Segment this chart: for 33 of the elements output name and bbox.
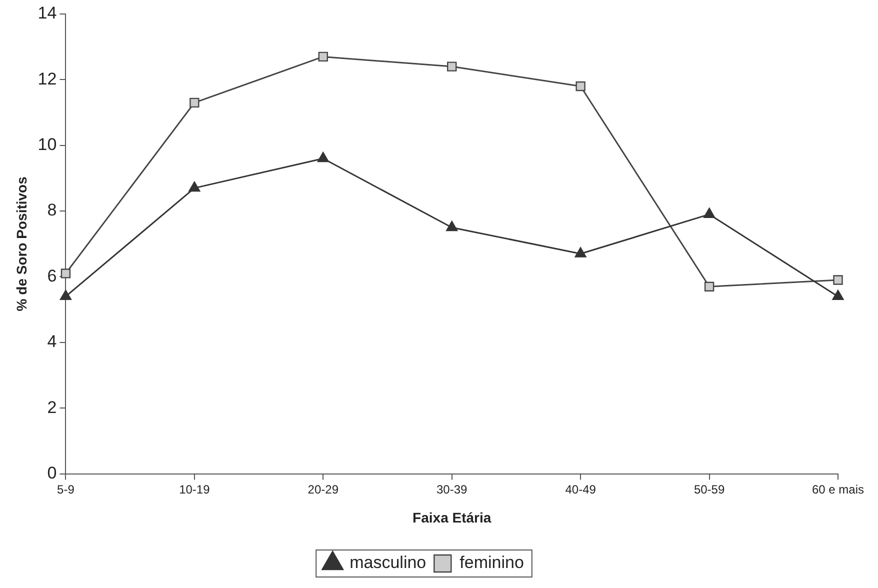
point <box>447 62 457 72</box>
x-tick-label: 30-39 <box>436 482 468 496</box>
y-tick-label: 12 <box>38 69 57 88</box>
y-tick-label: 2 <box>47 398 57 417</box>
point <box>833 275 843 285</box>
y-tick-label: 14 <box>38 4 57 23</box>
x-tick-label: 40-49 <box>565 482 596 496</box>
point <box>318 52 328 62</box>
legend-label: masculino <box>350 553 426 572</box>
point <box>576 81 586 92</box>
point <box>60 290 72 300</box>
point <box>190 98 200 108</box>
point <box>317 152 329 162</box>
y-tick-label: 8 <box>47 200 57 220</box>
x-tick-label: 20-29 <box>308 482 339 496</box>
point <box>446 220 458 232</box>
x-tick-label: 5-9 <box>57 482 75 496</box>
x-tick-label: 60 e mais <box>812 482 864 496</box>
point <box>703 208 716 218</box>
point <box>60 268 71 278</box>
x-tick-label: 10-19 <box>179 482 210 496</box>
legend-label: feminino <box>460 553 524 572</box>
point <box>704 282 714 292</box>
y-tick-label: 0 <box>47 463 57 482</box>
y-tick-label: 10 <box>38 135 57 154</box>
point <box>188 181 200 192</box>
x-tick-label: 50-59 <box>694 482 725 496</box>
x-axis-title: Faixa Etária <box>412 509 492 526</box>
y-tick-label: 4 <box>47 332 57 352</box>
y-axis-title: % de Soro Positivos <box>13 176 30 312</box>
point <box>574 247 586 258</box>
point <box>832 290 844 300</box>
y-tick-label: 6 <box>47 266 57 286</box>
